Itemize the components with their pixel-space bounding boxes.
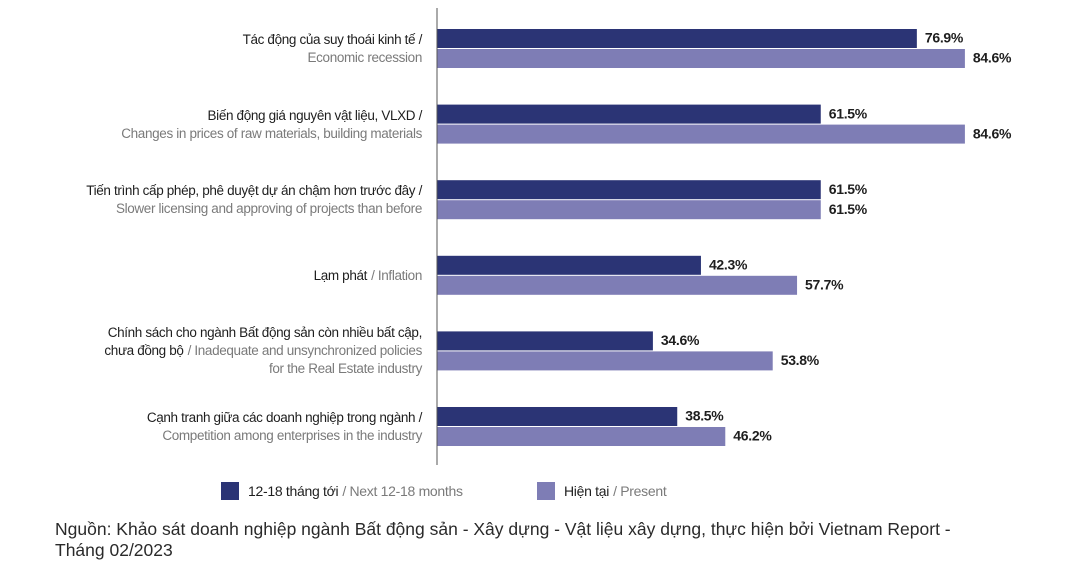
bar (437, 29, 917, 48)
legend-label-en: / Present (613, 483, 667, 499)
value-label: 46.2% (733, 428, 772, 444)
bar (437, 49, 965, 68)
bar (437, 255, 701, 275)
value-label: 34.6% (661, 332, 700, 348)
legend-label: 12-18 tháng tới (248, 483, 339, 499)
category-label-en: / Inflation (371, 267, 422, 283)
category-label-vi: Chính sách cho ngành Bất động sản còn nh… (104, 325, 422, 359)
source-note: Nguồn: Khảo sát doanh nghiệp ngành Bất đ… (55, 519, 951, 560)
category-label-vi: Lạm phát (313, 267, 368, 283)
bar (437, 180, 821, 200)
legend-item: Hiện tại / Present (537, 482, 667, 500)
category-label-vi: Tiến trình cấp phép, phê duyệt dự án chậ… (86, 183, 422, 199)
category-label-en: Changes in prices of raw materials, buil… (121, 125, 422, 141)
value-label: 38.5% (685, 408, 724, 424)
bar (437, 275, 798, 295)
value-label: 76.9% (925, 30, 964, 46)
legend-swatch (537, 482, 555, 500)
bar (437, 407, 678, 426)
category-label-vi: Tác động của suy thoái kinh tế / (242, 32, 423, 47)
category-label-vi: Biến động giá nguyên vật liệu, VLXD / (207, 107, 423, 123)
category-label-en: / Inadequate and unsynchronized policies… (187, 343, 423, 377)
value-label: 53.8% (781, 352, 820, 368)
bar (437, 427, 726, 446)
category-label: Cạnh tranh giữa các doanh nghiệp trong n… (2, 409, 423, 445)
value-label: 84.6% (973, 125, 1012, 141)
category-label-en: Slower licensing and approving of projec… (115, 201, 422, 217)
category-label-vi: Cạnh tranh giữa các doanh nghiệp trong n… (146, 410, 423, 425)
bar (437, 104, 821, 124)
legend-label-en: / Next 12-18 months (342, 483, 463, 499)
category-label-en: Competition among enterprises in the ind… (162, 428, 422, 443)
value-label: 61.5% (829, 105, 868, 121)
value-label: 61.5% (829, 201, 868, 217)
legend-label: Hiện tại (564, 483, 610, 499)
category-label: Lạm phát / Inflation (2, 267, 423, 285)
category-label: Tiến trình cấp phép, phê duyệt dự án chậ… (2, 182, 422, 218)
bar (437, 351, 773, 371)
bar (437, 200, 821, 220)
category-label: Chính sách cho ngành Bất động sản còn nh… (2, 324, 422, 378)
category-label: Tác động của suy thoái kinh tế / Economic… (2, 31, 423, 67)
category-label: Biến động giá nguyên vật liệu, VLXD / Cha… (2, 107, 422, 143)
legend-item: 12-18 tháng tới / Next 12-18 months (221, 482, 463, 500)
value-label: 57.7% (805, 277, 844, 293)
legend-swatch (221, 482, 239, 500)
bar (437, 124, 965, 144)
value-label: 42.3% (709, 257, 748, 273)
bar (437, 331, 653, 351)
category-label-en: Economic recession (307, 50, 422, 65)
value-label: 61.5% (829, 181, 868, 197)
value-label: 84.6% (973, 50, 1012, 66)
